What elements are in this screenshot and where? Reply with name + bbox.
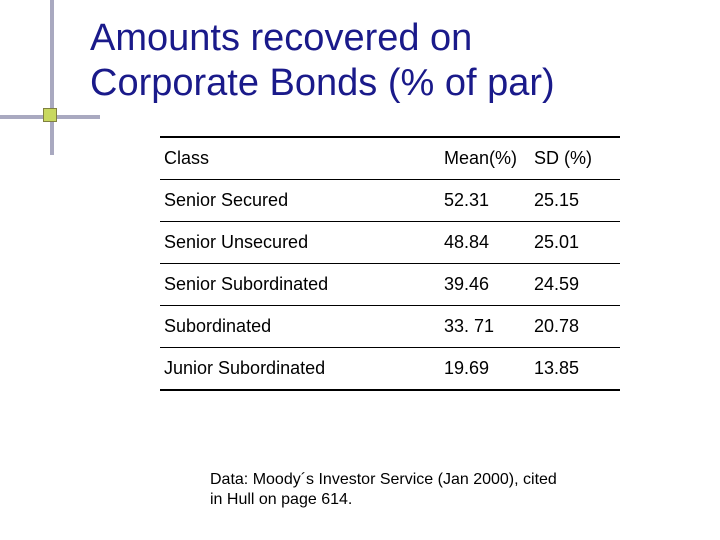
cell-sd: 13.85 (530, 348, 620, 391)
title-line-2: Corporate Bonds (% of par) (90, 62, 555, 104)
table-row: Senior Secured 52.31 25.15 (160, 180, 620, 222)
col-sd: SD (%) (530, 137, 620, 180)
cell-class: Subordinated (160, 306, 440, 348)
decor-bullet-square (43, 108, 57, 122)
col-class: Class (160, 137, 440, 180)
cell-mean: 52.31 (440, 180, 530, 222)
cell-class: Senior Unsecured (160, 222, 440, 264)
cell-sd: 20.78 (530, 306, 620, 348)
cell-class: Senior Subordinated (160, 264, 440, 306)
slide-title: Amounts recovered on Corporate Bonds (% … (90, 16, 555, 106)
recovery-table-container: Class Mean(%) SD (%) Senior Secured 52.3… (160, 136, 620, 391)
recovery-table: Class Mean(%) SD (%) Senior Secured 52.3… (160, 136, 620, 391)
caption-line-2: in Hull on page 614. (210, 491, 352, 508)
table-row: Junior Subordinated 19.69 13.85 (160, 348, 620, 391)
decor-vertical-line (50, 0, 54, 155)
table-header-row: Class Mean(%) SD (%) (160, 137, 620, 180)
cell-class: Junior Subordinated (160, 348, 440, 391)
table-row: Senior Unsecured 48.84 25.01 (160, 222, 620, 264)
title-line-1: Amounts recovered on (90, 17, 472, 59)
cell-class: Senior Secured (160, 180, 440, 222)
citation-caption: Data: Moody´s Investor Service (Jan 2000… (210, 470, 630, 510)
cell-mean: 33. 71 (440, 306, 530, 348)
caption-line-1: Data: Moody´s Investor Service (Jan 2000… (210, 471, 557, 488)
cell-sd: 25.15 (530, 180, 620, 222)
table-row: Subordinated 33. 71 20.78 (160, 306, 620, 348)
cell-mean: 39.46 (440, 264, 530, 306)
table-row: Senior Subordinated 39.46 24.59 (160, 264, 620, 306)
cell-sd: 24.59 (530, 264, 620, 306)
cell-mean: 19.69 (440, 348, 530, 391)
cell-sd: 25.01 (530, 222, 620, 264)
col-mean: Mean(%) (440, 137, 530, 180)
cell-mean: 48.84 (440, 222, 530, 264)
